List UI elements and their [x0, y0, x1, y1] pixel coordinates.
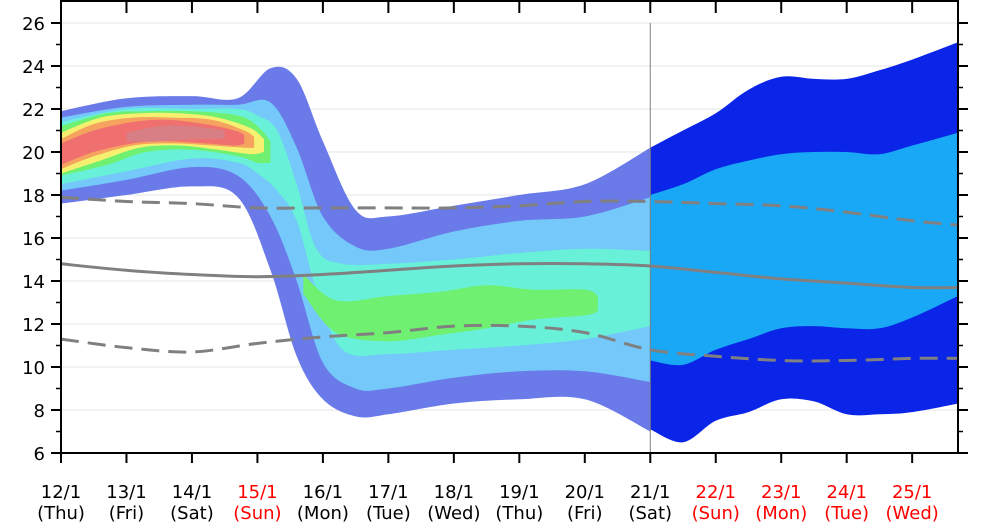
ensemble-band	[303, 274, 598, 342]
y-tick-label: 24	[22, 57, 45, 78]
y-tick-label: 10	[22, 358, 45, 379]
plot-frame	[60, 0, 959, 454]
x-tick-date-label: 15/1	[237, 482, 277, 503]
x-tick-date-label: 25/1	[892, 482, 932, 503]
x-tick-date-label: 20/1	[565, 482, 605, 503]
x-tick-date-label: 24/1	[826, 482, 866, 503]
x-tick-date-label: 22/1	[696, 482, 736, 503]
axes	[51, 0, 968, 463]
x-tick-date-label: 19/1	[499, 482, 539, 503]
ensemble-band	[126, 125, 225, 142]
extended-bands	[650, 42, 958, 443]
climatology-lower-dashed-line	[60, 323, 959, 363]
y-tick-label: 22	[22, 100, 45, 121]
y-tick-label: 16	[22, 229, 45, 250]
y-tick-label: 18	[22, 186, 45, 207]
x-tick-date-label: 16/1	[303, 482, 343, 503]
tick-labels: 6810121416182022242612/1(Thu)13/1(Fri)14…	[22, 14, 939, 523]
y-tick-label: 20	[22, 143, 45, 164]
y-tick-label: 14	[22, 272, 45, 293]
x-tick-day-label: (Tue)	[366, 503, 411, 523]
extended-band-group	[650, 42, 958, 443]
y-tick-label: 8	[34, 401, 45, 422]
x-tick-date-label: 17/1	[368, 482, 408, 503]
ensemble-bands	[61, 66, 651, 432]
x-tick-day-label: (Fri)	[109, 503, 145, 523]
x-tick-day-label: (Sun)	[692, 503, 740, 523]
y-tick-label: 6	[34, 444, 45, 465]
x-tick-date-label: 21/1	[630, 482, 670, 503]
y-tick-label: 26	[22, 14, 45, 35]
x-tick-day-label: (Mon)	[297, 503, 349, 523]
x-tick-day-label: (Sat)	[628, 503, 672, 523]
y-tick-label: 12	[22, 315, 45, 336]
x-tick-day-label: (Sat)	[170, 503, 214, 523]
x-tick-day-label: (Wed)	[427, 503, 480, 523]
x-tick-date-label: 13/1	[106, 482, 146, 503]
x-tick-day-label: (Thu)	[37, 503, 85, 523]
x-tick-date-label: 23/1	[761, 482, 801, 503]
extended-band	[650, 132, 958, 366]
x-tick-day-label: (Mon)	[755, 503, 807, 523]
x-tick-date-label: 12/1	[41, 482, 81, 503]
climatology-upper-dashed-line	[60, 195, 959, 227]
climatology-median-line	[60, 262, 959, 290]
x-tick-day-label: (Thu)	[495, 503, 543, 523]
x-tick-day-label: (Wed)	[886, 503, 939, 523]
climatology-lines	[60, 23, 959, 453]
x-tick-date-label: 18/1	[434, 482, 474, 503]
x-tick-day-label: (Sun)	[233, 503, 281, 523]
x-tick-date-label: 14/1	[172, 482, 212, 503]
x-tick-day-label: (Tue)	[824, 503, 869, 523]
x-tick-day-label: (Fri)	[567, 503, 603, 523]
